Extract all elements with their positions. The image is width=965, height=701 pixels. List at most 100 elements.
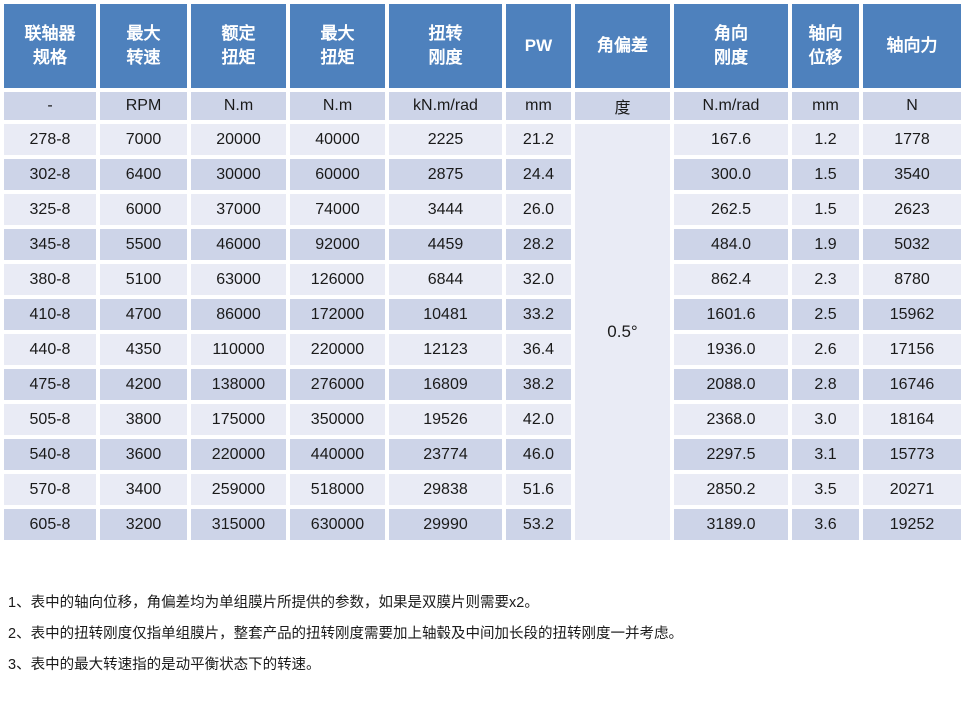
table-cell: 540-8 <box>4 439 96 470</box>
table-row-570-8: 570-8 3400 259000 518000 29838 51.6 2850.2 3.5 2… <box>4 474 961 505</box>
column-header-9: 轴向 位移 <box>792 4 859 88</box>
table-cell: 3800 <box>100 404 187 435</box>
table-row-380-8: 380-8 5100 63000 126000 6844 32.0 862.4 2.3 8780 <box>4 264 961 295</box>
table-row-540-8: 540-8 3600 220000 440000 23774 46.0 2297.5 3.1 1… <box>4 439 961 470</box>
table-cell: 345-8 <box>4 229 96 260</box>
table-cell: 16809 <box>389 369 502 400</box>
table-cell: 42.0 <box>506 404 571 435</box>
table-cell: 505-8 <box>4 404 96 435</box>
table-cell: 3600 <box>100 439 187 470</box>
table-cell: 3444 <box>389 194 502 225</box>
table-cell: 2225 <box>389 124 502 155</box>
angular-deviation-merged-cell: 0.5° <box>575 124 670 540</box>
table-row-605-8: 605-8 3200 315000 630000 29990 53.2 3189.0 3.6 1… <box>4 509 961 540</box>
table-cell: 29990 <box>389 509 502 540</box>
table-cell: 315000 <box>191 509 286 540</box>
table-cell: 3.1 <box>792 439 859 470</box>
note-1: 1、表中的轴向位移，角偏差均为单组膜片所提供的参数，如果是双膜片则需要x2。 <box>8 595 539 611</box>
table-cell: 2.8 <box>792 369 859 400</box>
table-cell: 19526 <box>389 404 502 435</box>
table-cell: 167.6 <box>674 124 788 155</box>
table-cell: 1.2 <box>792 124 859 155</box>
table-cell: 1.5 <box>792 159 859 190</box>
column-header-5: 扭转 刚度 <box>389 4 502 88</box>
table-cell: 18164 <box>863 404 961 435</box>
table-cell: 15773 <box>863 439 961 470</box>
coupling-spec-table: 联轴器 规格 最大 转速 额定 扭矩 最大 扭矩 扭转 刚度 PW 角偏差 角向 刚度 轴向 位… <box>4 4 961 540</box>
column-header-3: 额定 扭矩 <box>191 4 286 88</box>
table-cell: 138000 <box>191 369 286 400</box>
table-cell: 12123 <box>389 334 502 365</box>
table-cell: 110000 <box>191 334 286 365</box>
table-row-302-8: 302-8 6400 30000 60000 2875 24.4 300.0 1.5 3540 <box>4 159 961 190</box>
column-header-8: 角向 刚度 <box>674 4 788 88</box>
table-cell: 300.0 <box>674 159 788 190</box>
table-cell: 2623 <box>863 194 961 225</box>
table-cell: 570-8 <box>4 474 96 505</box>
column-unit-7: 度 <box>575 92 670 120</box>
table-cell: 8780 <box>863 264 961 295</box>
column-header-7: 角偏差 <box>575 4 670 88</box>
table-cell: 20000 <box>191 124 286 155</box>
table-cell: 126000 <box>290 264 385 295</box>
table-cell: 40000 <box>290 124 385 155</box>
footnotes: 1、表中的轴向位移，角偏差均为单组膜片所提供的参数，如果是双膜片则需要x2。 2… <box>0 594 965 674</box>
table-cell: 2875 <box>389 159 502 190</box>
table-body: 278-8 7000 20000 40000 2225 21.2 0.5° 167.6 1.2 1… <box>4 124 961 540</box>
table-cell: 475-8 <box>4 369 96 400</box>
table-cell: 259000 <box>191 474 286 505</box>
table-cell: 26.0 <box>506 194 571 225</box>
column-unit-3: N.m <box>191 92 286 120</box>
table-cell: 350000 <box>290 404 385 435</box>
table-cell: 440000 <box>290 439 385 470</box>
note-3: 3、表中的最大转速指的是动平衡状态下的转速。 <box>8 657 321 674</box>
table-cell: 3200 <box>100 509 187 540</box>
table-row-345-8: 345-8 5500 46000 92000 4459 28.2 484.0 1.9 5032 <box>4 229 961 260</box>
table-cell: 53.2 <box>506 509 571 540</box>
column-unit-6: mm <box>506 92 571 120</box>
table-cell: 4700 <box>100 299 187 330</box>
table-row-410-8: 410-8 4700 86000 172000 10481 33.2 1601.6 2.5 15… <box>4 299 961 330</box>
table-cell: 1601.6 <box>674 299 788 330</box>
column-unit-1: - <box>4 92 96 120</box>
table-cell: 220000 <box>191 439 286 470</box>
table-cell: 175000 <box>191 404 286 435</box>
table-cell: 30000 <box>191 159 286 190</box>
table-cell: 33.2 <box>506 299 571 330</box>
table-cell: 3.6 <box>792 509 859 540</box>
table-row-475-8: 475-8 4200 138000 276000 16809 38.2 2088.0 2.8 1… <box>4 369 961 400</box>
table-cell: 37000 <box>191 194 286 225</box>
table-row-278-8: 278-8 7000 20000 40000 2225 21.2 0.5° 167.6 1.2 1… <box>4 124 961 540</box>
table-cell: 28.2 <box>506 229 571 260</box>
table-cell: 410-8 <box>4 299 96 330</box>
table-cell: 278-8 <box>4 124 96 155</box>
table-cell: 630000 <box>290 509 385 540</box>
table-cell: 3540 <box>863 159 961 190</box>
table-cell: 220000 <box>290 334 385 365</box>
table-cell: 605-8 <box>4 509 96 540</box>
table-cell: 3.0 <box>792 404 859 435</box>
table-row-325-8: 325-8 6000 37000 74000 3444 26.0 262.5 1.5 2623 <box>4 194 961 225</box>
column-unit-9: mm <box>792 92 859 120</box>
table-cell: 302-8 <box>4 159 96 190</box>
table-header: 联轴器 规格 最大 转速 额定 扭矩 最大 扭矩 扭转 刚度 PW 角偏差 角向 刚度 轴向 位… <box>4 4 961 120</box>
table-cell: 276000 <box>290 369 385 400</box>
table-cell: 1778 <box>863 124 961 155</box>
table-cell: 36.4 <box>506 334 571 365</box>
column-unit-8: N.m/rad <box>674 92 788 120</box>
table-cell: 7000 <box>100 124 187 155</box>
table-cell: 92000 <box>290 229 385 260</box>
table-cell: 2.5 <box>792 299 859 330</box>
table-row-440-8: 440-8 4350 110000 220000 12123 36.4 1936.0 2.6 1… <box>4 334 961 365</box>
table-cell: 2.3 <box>792 264 859 295</box>
table-cell: 3.5 <box>792 474 859 505</box>
table-cell: 19252 <box>863 509 961 540</box>
column-header-6: PW <box>506 4 571 88</box>
column-header-4: 最大 扭矩 <box>290 4 385 88</box>
table-cell: 2368.0 <box>674 404 788 435</box>
column-unit-2: RPM <box>100 92 187 120</box>
table-cell: 63000 <box>191 264 286 295</box>
column-unit-5: kN.m/rad <box>389 92 502 120</box>
table-cell: 172000 <box>290 299 385 330</box>
table-cell: 4459 <box>389 229 502 260</box>
